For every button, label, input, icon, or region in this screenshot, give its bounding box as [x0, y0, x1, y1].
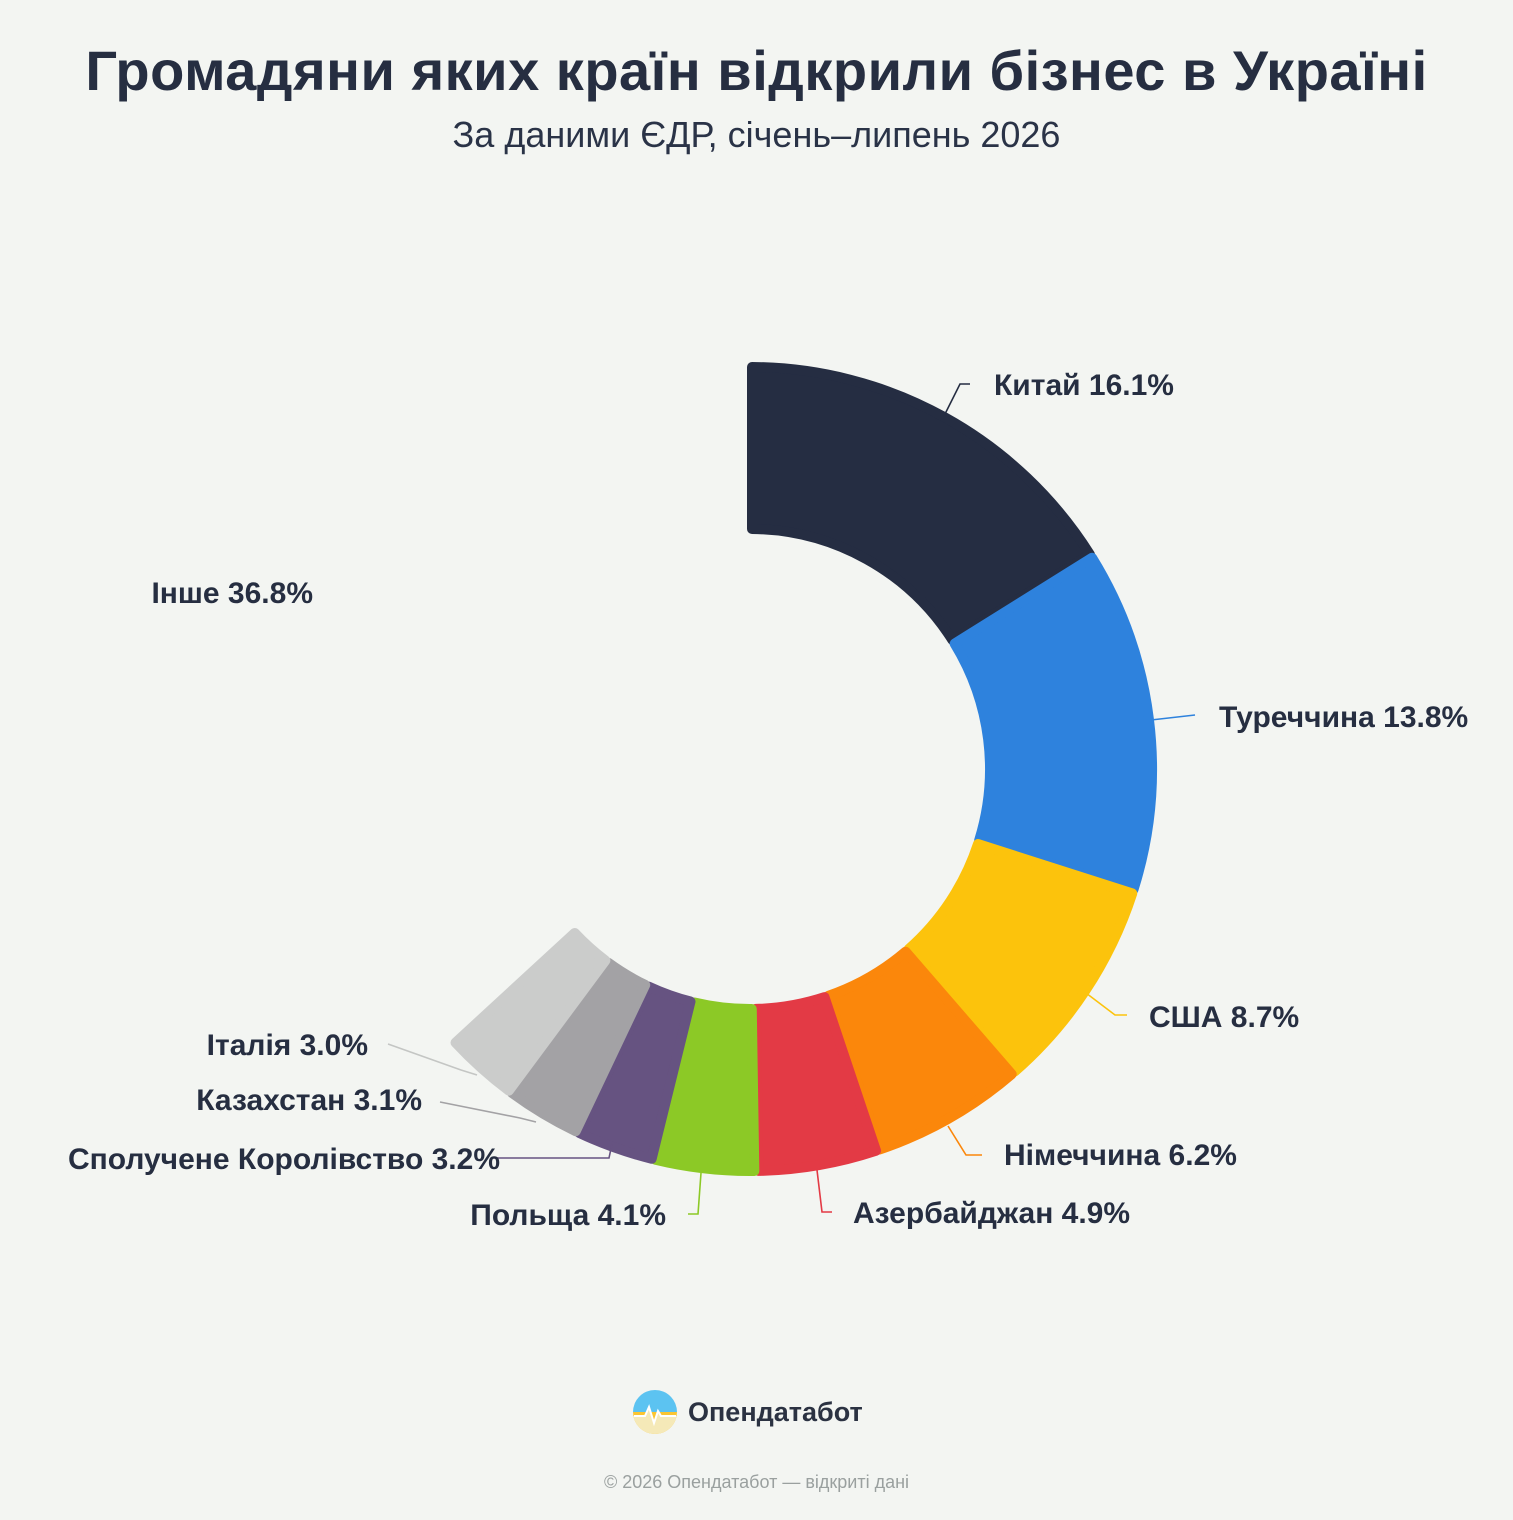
label-італія: Італія 3.0% — [207, 1029, 368, 1062]
leader-line-китай — [942, 383, 970, 419]
slice-італія — [450, 927, 611, 1096]
slice-туреччина — [949, 552, 1157, 895]
label-польща: Польща 4.1% — [470, 1199, 666, 1232]
leader-line-казахстан — [439, 1101, 537, 1123]
label-казахстан: Казахстан 3.1% — [196, 1084, 422, 1117]
leader-line-німеччина — [947, 1125, 982, 1156]
brand-name: Опендатабот — [688, 1396, 863, 1427]
footer-copyright: © 2026 Опендатабот — відкриті дані — [603, 1472, 910, 1492]
chart-labels: Китай 16.1% Туреччина 13.8% США 8.7% Німечч… — [68, 369, 1468, 1232]
slice-китай — [747, 362, 1095, 646]
label-азербайджан: Азербайджан 4.9% — [853, 1197, 1130, 1230]
leader-line-італія — [387, 1043, 478, 1076]
chart-slices — [450, 362, 1157, 1176]
leader-line-туреччина — [1150, 714, 1196, 721]
label-туреччина: Туреччина 13.8% — [1219, 701, 1468, 734]
label-інше: Інше 36.8% — [151, 577, 313, 610]
opendatabot-logo-icon — [633, 1390, 677, 1434]
label-сша: США 8.7% — [1149, 1001, 1299, 1034]
brand: Опендатабот — [632, 1388, 863, 1436]
label-німеччина: Німеччина 6.2% — [1004, 1139, 1237, 1172]
leader-line-польща — [688, 1172, 702, 1215]
label-китай: Китай 16.1% — [994, 369, 1174, 402]
label-сполучене-королівство: Сполучене Королівство 3.2% — [68, 1143, 500, 1176]
leader-line-сша — [1085, 992, 1127, 1016]
chart-subtitle: За даними ЄДР, січень–липень 2026 — [452, 114, 1061, 155]
leader-line-азербайджан — [816, 1169, 832, 1213]
chart-title: Громадяни яких країн відкрили бізнес в У… — [85, 39, 1428, 102]
chart-leader-lines — [387, 383, 1196, 1215]
leader-line-сполучене-королівство — [492, 1143, 613, 1159]
